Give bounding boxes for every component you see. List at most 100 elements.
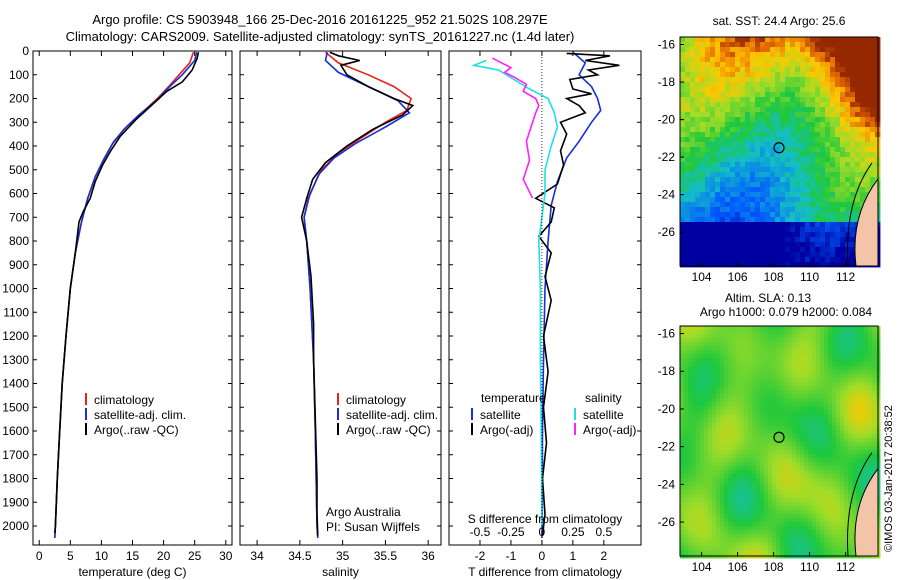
map-cell — [705, 227, 711, 233]
map-cell — [844, 466, 849, 471]
map-cell — [756, 414, 761, 419]
map-cell — [720, 112, 726, 118]
map-cell — [768, 462, 773, 467]
map-cell — [692, 434, 697, 439]
map-cell — [840, 187, 846, 193]
map-cell — [820, 506, 825, 511]
map-cell — [730, 152, 736, 158]
map-cell — [680, 202, 686, 208]
map-cell — [756, 482, 761, 487]
map-cell — [716, 374, 721, 379]
map-cell — [772, 510, 777, 515]
map-cell — [752, 518, 757, 523]
map-cell — [865, 152, 871, 158]
map-cell — [684, 374, 689, 379]
map-cell — [792, 474, 797, 479]
map-cell — [780, 394, 785, 399]
map-cell — [776, 538, 781, 543]
map-cell — [780, 57, 786, 63]
map-cell — [788, 414, 793, 419]
map-cell — [844, 426, 849, 431]
map-cell — [755, 197, 761, 203]
map-cell — [832, 546, 837, 551]
map-cell — [792, 522, 797, 527]
map-cell — [750, 112, 756, 118]
map-cell — [768, 474, 773, 479]
map-cell — [740, 550, 745, 555]
map-cell — [820, 47, 826, 53]
map-cell — [790, 37, 796, 43]
map-cell — [728, 546, 733, 551]
map-cell — [775, 147, 781, 153]
y-tick-label: 1500 — [2, 400, 29, 414]
map-cell — [864, 398, 869, 403]
map-cell — [700, 546, 705, 551]
map-cell — [692, 422, 697, 427]
map-cell — [730, 237, 736, 243]
map-cell — [785, 232, 791, 238]
map-cell — [850, 237, 856, 243]
map-cell — [780, 227, 786, 233]
map-cell — [790, 57, 796, 63]
map-cell — [755, 162, 761, 168]
map-cell — [684, 550, 689, 555]
map-cell — [780, 358, 785, 363]
map-cell — [715, 187, 721, 193]
map-cell — [692, 374, 697, 379]
map-cell — [808, 530, 813, 535]
map-cell — [772, 430, 777, 435]
map-cell — [724, 330, 729, 335]
map-cell — [855, 127, 861, 133]
map-cell — [740, 252, 746, 258]
map-cell — [715, 117, 721, 123]
map-cell — [852, 510, 857, 515]
map-cell — [700, 390, 705, 395]
map-cell — [752, 430, 757, 435]
map-cell — [815, 237, 821, 243]
map-cell — [690, 82, 696, 88]
map-cell — [720, 330, 725, 335]
map-cell — [696, 366, 701, 371]
map-cell — [765, 112, 771, 118]
map-cell — [808, 510, 813, 515]
map-cell — [695, 142, 701, 148]
map-cell — [830, 57, 836, 63]
map-cell — [795, 122, 801, 128]
map-cell — [688, 470, 693, 475]
map-cell — [820, 446, 825, 451]
map-cell — [805, 97, 811, 103]
map-cell — [680, 530, 685, 535]
map-cell — [804, 478, 809, 483]
map-cell — [776, 502, 781, 507]
map-cell — [804, 370, 809, 375]
map-cell — [800, 112, 806, 118]
map-cell — [772, 366, 777, 371]
map-cell — [840, 67, 846, 73]
map-cell — [796, 366, 801, 371]
map-cell — [715, 252, 721, 258]
map-cell — [775, 202, 781, 208]
map-cell — [835, 202, 841, 208]
map-cell — [815, 167, 821, 173]
map-cell — [832, 346, 837, 351]
map-cell — [736, 366, 741, 371]
map-cell — [728, 354, 733, 359]
x-tick-label: 0 — [36, 549, 43, 563]
map-cell — [728, 442, 733, 447]
map-cell — [800, 257, 806, 263]
map-cell — [796, 350, 801, 355]
map-cell — [860, 137, 866, 143]
map-cell — [736, 534, 741, 539]
map-cell — [690, 167, 696, 173]
map-cell — [744, 354, 749, 359]
map-cell — [724, 358, 729, 363]
map-cell — [788, 430, 793, 435]
map-cell — [728, 550, 733, 555]
map-cell — [735, 112, 741, 118]
map-cell — [696, 510, 701, 515]
map-cell — [860, 334, 865, 339]
x-tick-label: -2 — [475, 549, 486, 563]
map-cell — [716, 342, 721, 347]
map-cell — [852, 342, 857, 347]
map-cell — [756, 522, 761, 527]
